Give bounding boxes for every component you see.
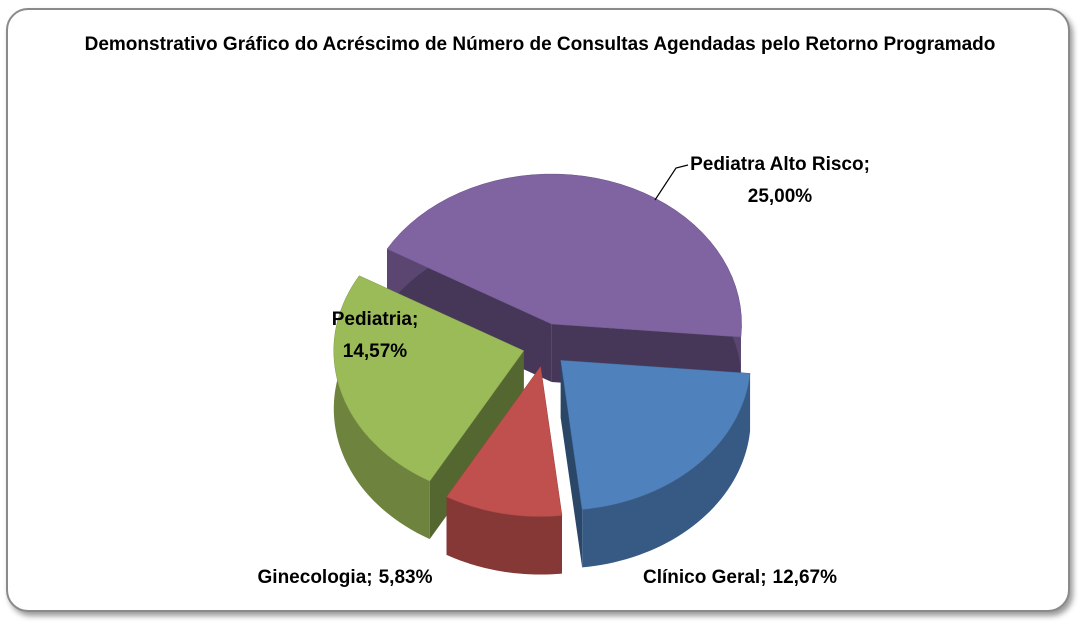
slice: [386, 173, 742, 338]
label-separator: ;: [366, 567, 372, 588]
category-label: Pediatria: [332, 309, 413, 330]
slice-wall: [582, 373, 751, 568]
slice-wall: [446, 496, 562, 575]
slice-wall: [333, 275, 430, 540]
leader-line: [654, 164, 689, 201]
value-label: 14,57%: [343, 341, 408, 362]
data-label: Pediatra Alto Risco; 25,00%: [690, 154, 870, 207]
label-separator: ;: [760, 567, 766, 588]
label-separator: ;: [412, 309, 418, 330]
data-label: Pediatria; 14,57%: [332, 309, 419, 362]
slice: [560, 360, 751, 510]
value-label: 5,83%: [379, 567, 433, 588]
slice-side: [560, 360, 583, 568]
category-label: Pediatra Alto Risco: [690, 154, 864, 175]
category-label: Ginecologia: [258, 567, 367, 588]
label-separator: ;: [864, 154, 870, 175]
chart-title: Demonstrativo Gráfico do Acréscimo de Nú…: [84, 34, 996, 55]
slice: [446, 365, 563, 517]
slice: [333, 275, 525, 482]
data-label: Clínico Geral; 12,67%: [643, 567, 837, 588]
value-label: 25,00%: [748, 186, 813, 207]
category-label: Clínico Geral: [643, 567, 760, 588]
value-label: 12,67%: [773, 567, 838, 588]
data-label: Ginecologia; 5,83%: [258, 567, 433, 588]
